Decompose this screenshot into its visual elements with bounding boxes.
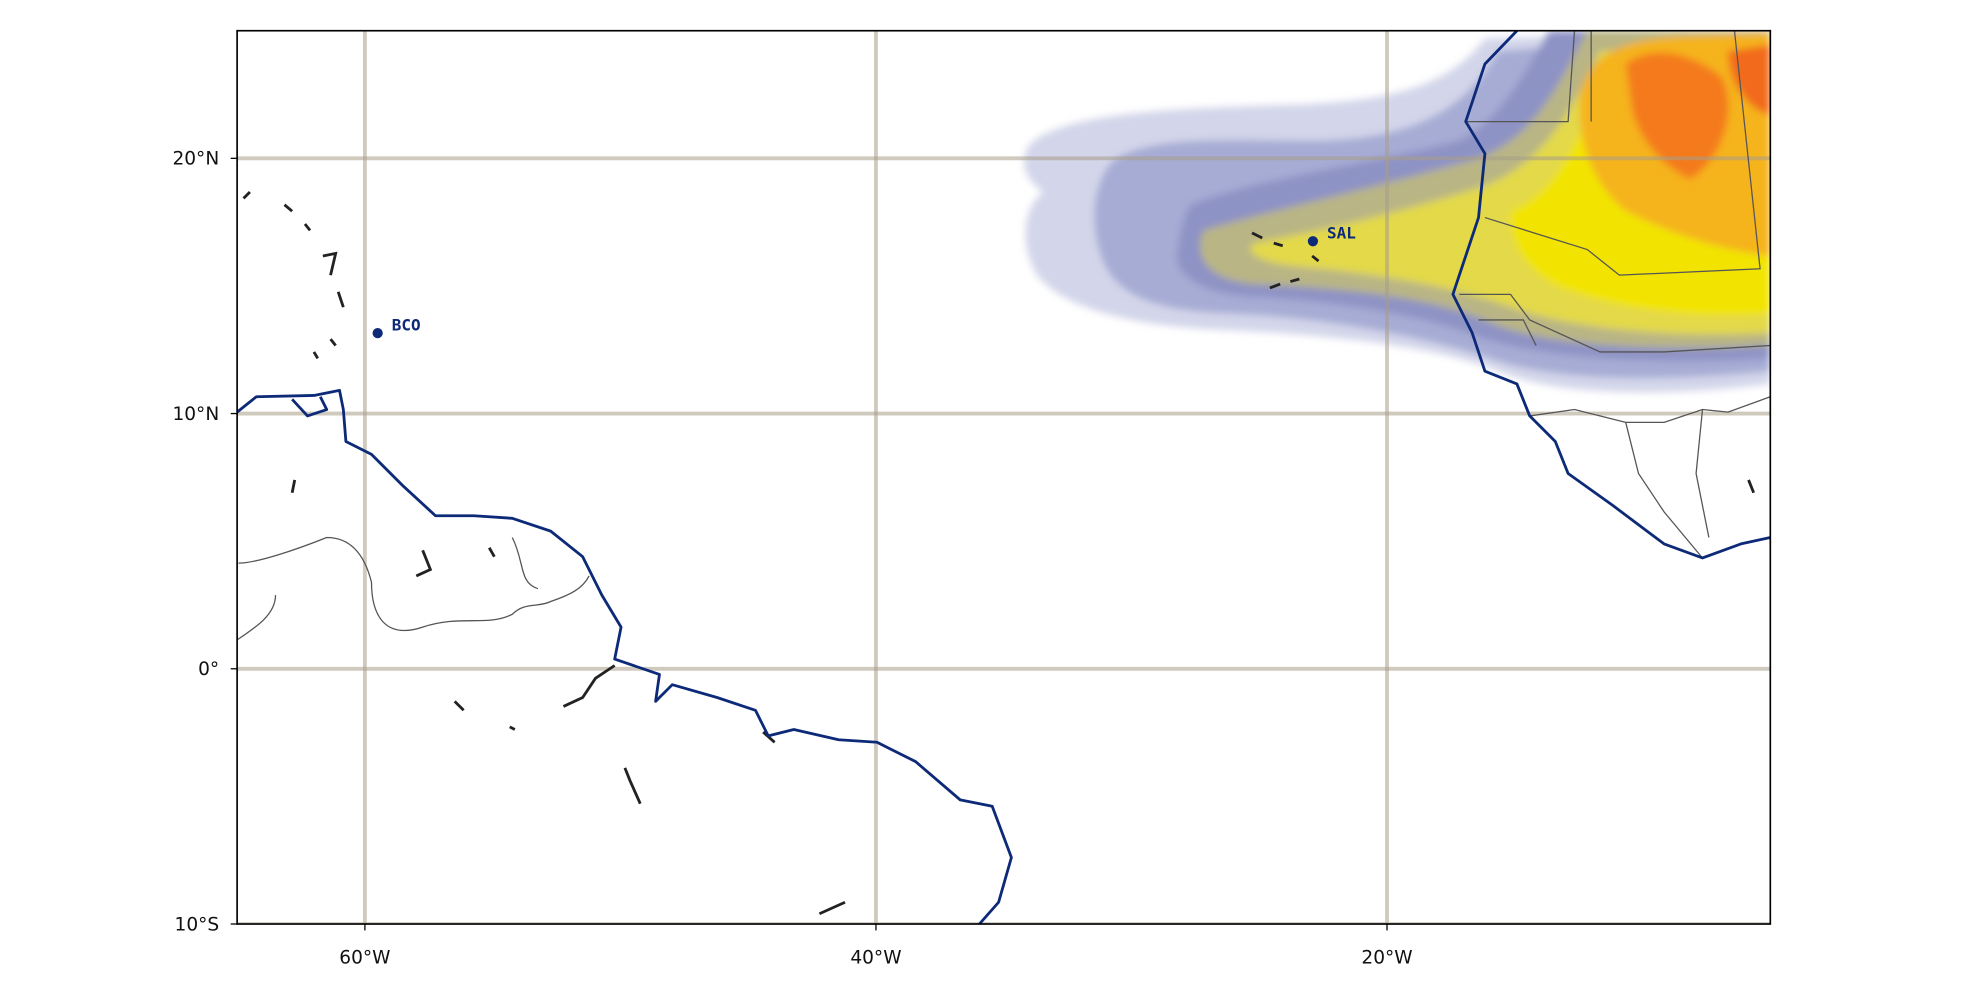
x-tick-label: 40°W — [850, 948, 901, 969]
station-label: BCO — [392, 316, 421, 335]
y-tick-label: 0° — [198, 659, 219, 680]
coastlines — [237, 30, 1771, 925]
station-label: SAL — [1327, 224, 1356, 243]
y-tick-label: 20°N — [172, 149, 219, 170]
y-tick-label: 10°S — [175, 914, 220, 935]
x-tick-label: 60°W — [339, 948, 390, 969]
country-borders — [237, 30, 1771, 641]
grid — [237, 30, 1771, 925]
plot-frame — [236, 29, 1772, 925]
station-marker — [372, 328, 383, 339]
station-marker — [1307, 236, 1319, 247]
y-tick-label: 10°N — [172, 404, 219, 425]
dust-plume — [1023, 30, 1771, 393]
map-area — [237, 30, 1771, 925]
x-tick-label: 20°W — [1361, 948, 1412, 969]
